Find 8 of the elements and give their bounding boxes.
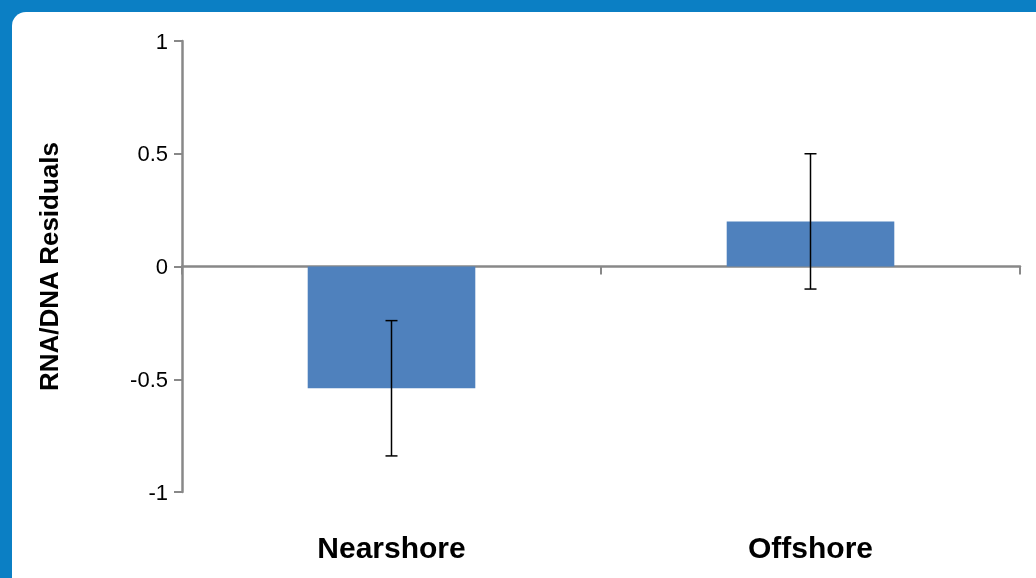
y-tick-label: 0 (155, 254, 168, 279)
y-tick-label: -1 (148, 479, 168, 505)
x-tick-label: Offshore (747, 530, 874, 564)
x-tick-label: Nearshore (317, 530, 466, 564)
y-tick-label: 0.5 (137, 141, 168, 167)
y-tick-label: -0.5 (130, 366, 168, 392)
y-tick-label: 1 (155, 28, 168, 54)
y-axis-title: RNA/DNA Residuals (34, 142, 64, 391)
